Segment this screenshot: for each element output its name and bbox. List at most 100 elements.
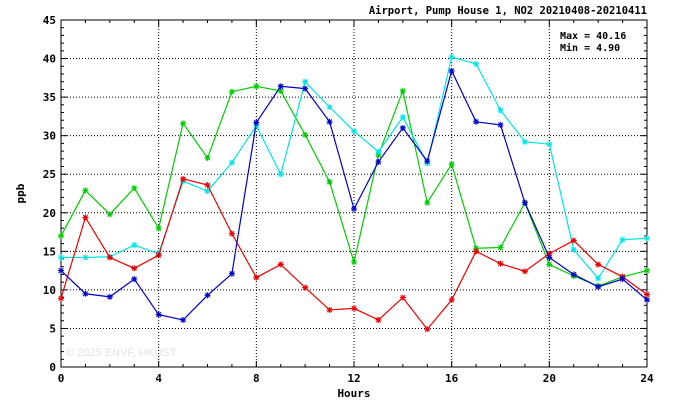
- data-point: [82, 214, 89, 221]
- data-point: [228, 159, 235, 166]
- data-point: [375, 151, 382, 158]
- data-point: [155, 252, 162, 259]
- axis-ticks: [61, 19, 647, 368]
- data-point: [58, 254, 64, 261]
- data-point: [570, 271, 577, 278]
- series-4: [58, 67, 650, 323]
- data-point: [106, 211, 113, 218]
- max-value-label: Max = 40.16: [560, 31, 626, 42]
- data-point: [326, 118, 333, 125]
- data-point: [448, 54, 455, 61]
- data-point: [424, 158, 431, 165]
- data-point: [448, 67, 455, 74]
- data-point: [155, 311, 162, 318]
- data-point: [619, 236, 626, 243]
- data-point: [399, 294, 406, 301]
- data-point: [228, 88, 235, 95]
- data-point: [375, 148, 382, 155]
- y-tick-label: 0: [49, 361, 56, 374]
- data-point: [82, 254, 89, 261]
- data-point: [595, 261, 602, 268]
- series-line: [60, 69, 648, 321]
- x-tick-label: 24: [640, 372, 654, 385]
- data-point: [497, 260, 504, 267]
- data-point: [448, 161, 455, 168]
- x-tick-label: 4: [155, 372, 162, 385]
- data-point: [131, 185, 138, 192]
- data-point: [180, 120, 187, 127]
- data-point: [302, 284, 309, 291]
- data-point: [302, 85, 309, 92]
- data-point: [473, 60, 480, 67]
- data-point: [644, 235, 650, 242]
- data-point: [473, 118, 480, 125]
- data-point: [424, 199, 431, 206]
- y-tick-label: 25: [43, 168, 56, 181]
- data-point: [473, 245, 480, 252]
- series-layer: [58, 54, 650, 333]
- data-point: [546, 141, 553, 148]
- data-point: [497, 244, 504, 251]
- data-point: [351, 128, 357, 135]
- x-axis-label: Hours: [337, 387, 370, 400]
- data-point: [351, 305, 357, 312]
- data-point: [546, 254, 553, 261]
- data-point: [644, 291, 650, 298]
- grid-lines: [61, 20, 647, 367]
- data-point: [351, 259, 357, 266]
- data-point: [82, 290, 89, 297]
- data-point: [277, 171, 284, 178]
- data-point: [375, 316, 382, 323]
- data-point: [180, 316, 187, 323]
- data-point: [106, 254, 113, 261]
- y-tick-labels: 0 5 10 15 20 25 30 35 40 45: [43, 14, 56, 374]
- data-point: [155, 225, 162, 232]
- data-point: [180, 175, 187, 182]
- data-point: [82, 187, 89, 194]
- data-point: [277, 87, 284, 94]
- data-point: [497, 121, 504, 128]
- data-point: [546, 261, 553, 268]
- data-point: [448, 296, 455, 303]
- y-tick-label: 5: [49, 322, 56, 335]
- watermark: © 2025 ENVF, HKUST: [66, 347, 176, 359]
- data-point: [204, 155, 211, 162]
- data-point: [326, 306, 333, 313]
- y-tick-label: 45: [43, 14, 56, 27]
- data-point: [521, 199, 528, 206]
- x-tick-label: 12: [347, 372, 360, 385]
- data-point: [253, 119, 260, 126]
- data-point: [424, 326, 431, 333]
- series-3: [58, 175, 650, 333]
- data-point: [253, 274, 260, 281]
- data-point: [131, 242, 138, 249]
- data-point: [228, 270, 235, 277]
- data-point: [570, 246, 577, 253]
- data-point: [204, 182, 211, 189]
- min-value-label: Min = 4.90: [560, 42, 620, 54]
- data-point: [644, 267, 650, 274]
- data-point: [277, 261, 284, 268]
- data-point: [570, 237, 577, 244]
- data-point: [375, 158, 382, 165]
- data-point: [326, 178, 333, 185]
- series-1: [58, 83, 650, 290]
- y-axis-label: ppb: [14, 183, 27, 203]
- data-point: [58, 295, 64, 302]
- data-point: [302, 78, 309, 85]
- x-tick-label: 0: [58, 372, 65, 385]
- plot-area: © 2025 ENVF, HKUST: [58, 19, 650, 368]
- data-point: [58, 232, 64, 239]
- y-tick-label: 20: [43, 207, 56, 220]
- x-tick-labels: 0 4 8 12 16 20 24: [58, 372, 654, 385]
- x-tick-label: 16: [445, 372, 459, 385]
- data-point: [131, 265, 138, 272]
- data-point: [204, 292, 211, 299]
- data-point: [302, 131, 309, 138]
- data-point: [399, 87, 406, 94]
- data-point: [253, 83, 260, 90]
- chart-title: Airport, Pump House 1, NO2 20210408-2021…: [369, 5, 647, 17]
- data-point: [595, 283, 602, 290]
- data-point: [473, 248, 480, 255]
- y-tick-label: 40: [43, 53, 56, 66]
